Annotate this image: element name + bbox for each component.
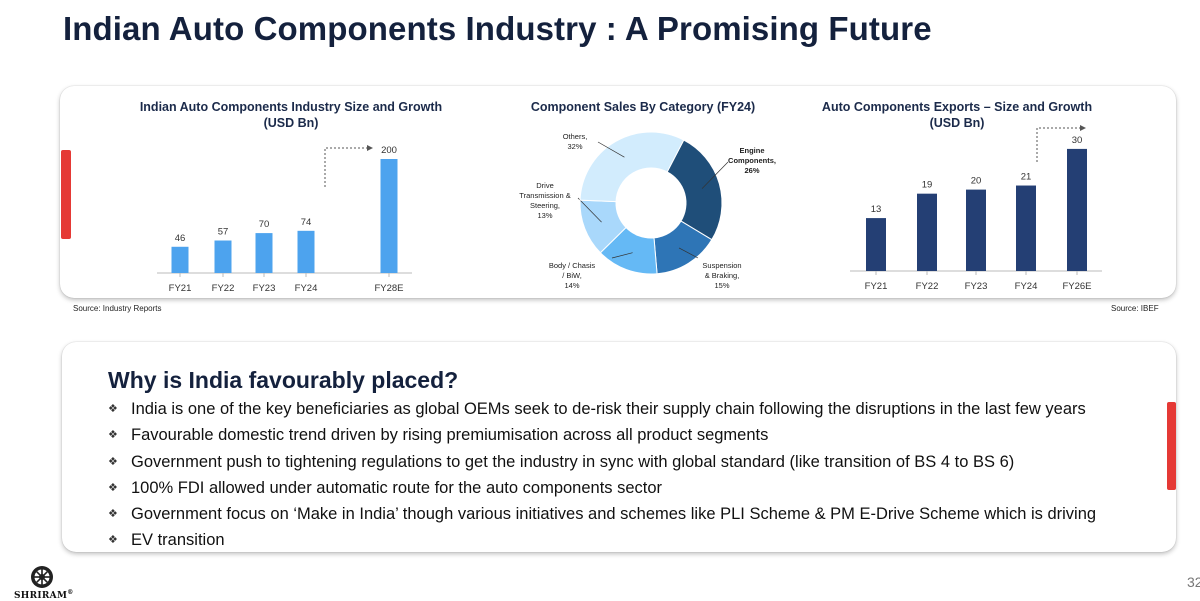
tick-label: FY23 [965,281,988,292]
data-label: 19 [922,180,933,191]
data-label: 30 [1072,135,1083,146]
leader-line [577,197,602,223]
why-panel [62,342,1176,552]
list-item: ❖ EV transition [108,531,225,550]
logo-wordmark: SHRIRAM® [14,589,74,601]
data-label: 46 [175,233,186,244]
chart3-title: Auto Components Exports – Size and Growt… [822,100,1092,114]
growth-arrow [324,145,373,187]
slice-label: Others, 32% [563,132,588,151]
leader-line [597,141,625,158]
tick-label: FY22 [212,283,235,294]
diamond-bullet-icon: ❖ [108,455,118,468]
bar-fy23 [255,233,273,273]
bar-fy28e [380,159,398,273]
leader-line [611,252,633,259]
bar-fy23 [966,189,986,271]
data-label: 13 [871,204,882,215]
why-bullet-list: ❖ India is one of the key beneficiaries a… [108,400,1096,558]
charts-area: Indian Auto Components Industry Size and… [140,100,1102,294]
slice-label: Body / Chasis / BiW, 14% [549,261,596,290]
data-label: 20 [971,176,982,187]
tick-label: FY23 [253,283,276,294]
chart2-title: Component Sales By Category (FY24) [531,100,755,114]
list-item: ❖ 100% FDI allowed under automatic route … [108,478,663,497]
page-number: 32 [1187,574,1200,590]
tick-label: FY24 [295,283,318,294]
red-accent-tab-right [1167,402,1176,490]
tick-label: FY24 [1015,281,1038,292]
red-accent-tab-left [61,150,71,239]
donut-slice [666,139,723,241]
slice-label: Drive Transmission & Steering, 13% [519,181,570,220]
chart1-subtitle: (USD Bn) [264,116,319,130]
bar-fy21 [866,218,886,271]
tick-label: FY21 [865,281,888,292]
why-heading: Why is India favourably placed? [108,367,459,393]
bar-fy24 [1016,185,1036,271]
donut-slice [579,131,685,203]
tick-label: FY28E [374,283,403,294]
tick-label: FY21 [169,283,192,294]
bar-fy26e [1067,148,1087,271]
bar-fy22 [917,193,937,271]
diamond-bullet-icon: ❖ [108,403,118,415]
data-label: 200 [381,145,397,156]
tick-label: FY26E [1062,281,1091,292]
list-item: ❖ Government focus on ‘Make in India’ tho… [108,505,1097,524]
leader-line [678,247,699,259]
chart3-subtitle: (USD Bn) [930,116,985,130]
leader-line [701,161,729,189]
source-left: Source: Industry Reports [73,304,162,313]
diamond-bullet-icon: ❖ [108,429,118,442]
bar-fy24 [297,230,315,273]
list-item: ❖ India is one of the key beneficiaries a… [108,400,1086,418]
page-title: Indian Auto Components Industry : A Prom… [63,10,932,47]
slice-label: Suspension & Braking, 15% [702,261,741,290]
diamond-bullet-icon: ❖ [108,508,118,521]
slice-label: Engine Components, 26% [728,146,776,175]
list-item: ❖ Government push to tightening regulatio… [108,452,1015,471]
chart1-title: Indian Auto Components Industry Size and… [140,100,442,114]
growth-arrow [1036,125,1086,162]
diamond-bullet-icon: ❖ [108,481,118,494]
list-item: ❖ Favourable domestic trend driven by ris… [108,426,769,445]
bar-fy21 [171,246,189,273]
diamond-bullet-icon: ❖ [108,534,118,547]
data-label: 57 [218,227,229,238]
source-right: Source: IBEF [1111,304,1159,313]
bar-fy22 [214,240,232,273]
data-label: 74 [301,217,312,228]
data-label: 70 [259,219,270,230]
shriram-logo-icon [31,566,53,588]
data-label: 21 [1021,172,1032,183]
tick-label: FY22 [916,281,939,292]
